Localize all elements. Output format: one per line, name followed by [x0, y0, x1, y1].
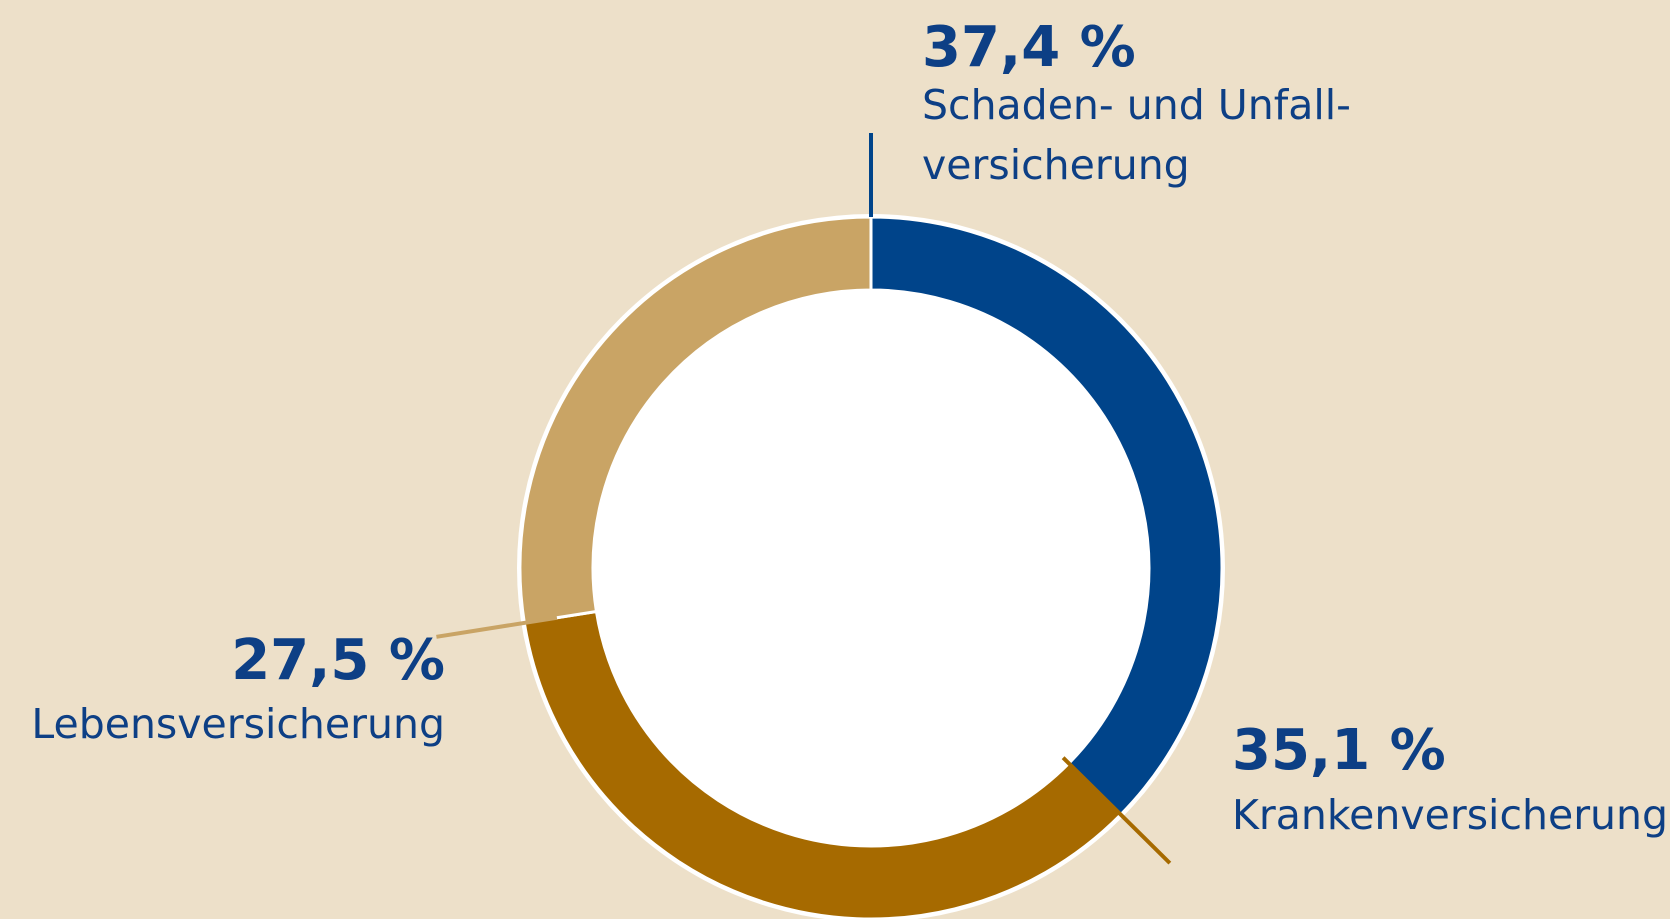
donut-segment [522, 609, 1123, 919]
donut-segment [518, 215, 873, 625]
category-label: Schaden- und Unfall- [922, 81, 1351, 129]
category-label: Krankenversicherung [1232, 791, 1668, 839]
leader-line [436, 615, 558, 639]
value-label: 37,4 % [922, 15, 1136, 80]
value-label: 27,5 % [231, 628, 445, 693]
donut-hole [594, 291, 1148, 845]
value-label: 35,1 % [1232, 718, 1446, 783]
category-label: Lebensversicherung [31, 700, 445, 748]
leader-line [1061, 756, 1172, 865]
category-label: versicherung [922, 141, 1190, 189]
donut-segment [869, 215, 1224, 817]
